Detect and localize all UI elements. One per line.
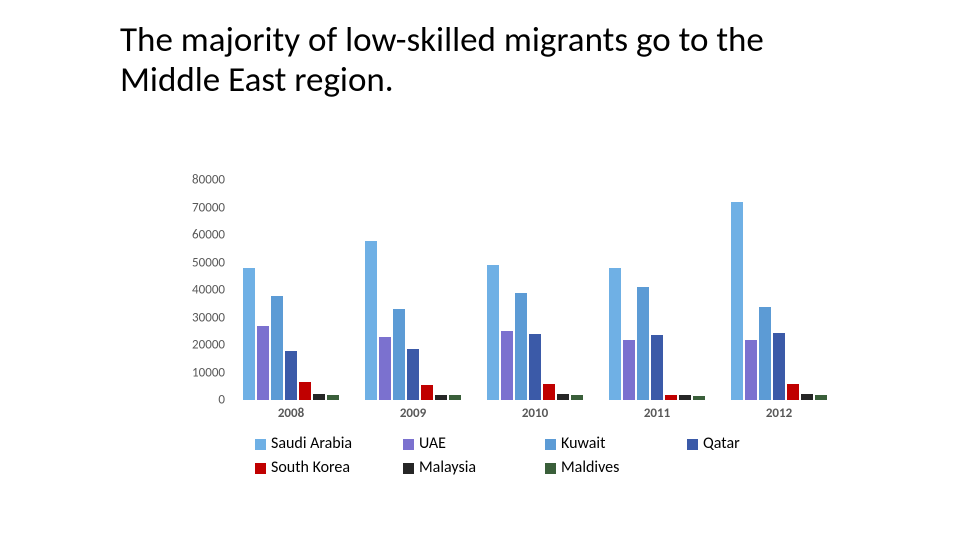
bar [299, 382, 311, 400]
legend-item: Qatar [687, 432, 797, 456]
x-tick-label: 2008 [243, 406, 339, 421]
bar [745, 340, 757, 401]
legend-label: South Korea [271, 456, 350, 480]
bar [407, 349, 419, 400]
legend-label: UAE [419, 432, 446, 456]
bar [421, 385, 433, 400]
legend-item: UAE [403, 432, 535, 456]
legend-label: Malaysia [419, 456, 476, 480]
x-tick-label: 2009 [365, 406, 461, 421]
legend-swatch [545, 439, 556, 450]
bar [665, 395, 677, 400]
legend-swatch [255, 439, 266, 450]
legend-swatch [687, 439, 698, 450]
bar [731, 202, 743, 400]
bar [257, 326, 269, 400]
bar-group [243, 180, 339, 400]
bar [365, 241, 377, 401]
y-tick-label: 70000 [175, 200, 225, 215]
legend-item: Maldives [545, 456, 677, 480]
x-tick-label: 2012 [731, 406, 827, 421]
y-tick-label: 20000 [175, 338, 225, 353]
y-tick-label: 30000 [175, 310, 225, 325]
bar [801, 394, 813, 400]
bar [243, 268, 255, 400]
bar [543, 384, 555, 400]
bar [557, 394, 569, 400]
legend-item: South Korea [255, 456, 393, 480]
y-tick-label: 10000 [175, 365, 225, 380]
legend-label: Kuwait [561, 432, 605, 456]
legend-label: Saudi Arabia [271, 432, 352, 456]
migrants-chart: 0 10000 20000 30000 40000 50000 60000 70000 8000… [175, 170, 865, 480]
bar [609, 268, 621, 400]
bar [637, 287, 649, 400]
y-tick-label: 0 [175, 393, 225, 408]
bar [449, 395, 461, 400]
bar-group [365, 180, 461, 400]
bar-group [609, 180, 705, 400]
bar [571, 395, 583, 400]
bar-group [487, 180, 583, 400]
slide-title: The majority of low-skilled migrants go … [120, 20, 860, 101]
bar [313, 394, 325, 400]
bar [787, 384, 799, 401]
y-tick-label: 40000 [175, 283, 225, 298]
legend-item: Malaysia [403, 456, 535, 480]
bar [693, 396, 705, 400]
legend-swatch [403, 439, 414, 450]
plot-area [230, 180, 840, 400]
bar [515, 293, 527, 400]
bar [271, 296, 283, 401]
bar [393, 309, 405, 400]
y-tick-label: 80000 [175, 173, 225, 188]
legend-label: Maldives [561, 456, 619, 480]
legend-swatch [545, 463, 556, 474]
legend-swatch [403, 463, 414, 474]
x-tick-label: 2011 [609, 406, 705, 421]
bar [759, 307, 771, 401]
bar [679, 395, 691, 400]
bar [773, 333, 785, 400]
bar [327, 395, 339, 400]
legend-swatch [255, 463, 266, 474]
bar [815, 395, 827, 400]
y-tick-label: 60000 [175, 228, 225, 243]
bar-group [731, 180, 827, 400]
bar [529, 334, 541, 400]
bar [623, 340, 635, 401]
x-tick-label: 2010 [487, 406, 583, 421]
chart-legend: Saudi Arabia UAE Kuwait Qatar South Korea Mal… [255, 432, 815, 480]
bar [487, 265, 499, 400]
bar [285, 351, 297, 401]
bar [651, 335, 663, 400]
y-tick-label: 50000 [175, 255, 225, 270]
legend-item: Saudi Arabia [255, 432, 393, 456]
legend-label: Qatar [703, 432, 740, 456]
legend-item: Kuwait [545, 432, 677, 456]
bar [435, 395, 447, 401]
bar [501, 331, 513, 400]
bar [379, 337, 391, 400]
